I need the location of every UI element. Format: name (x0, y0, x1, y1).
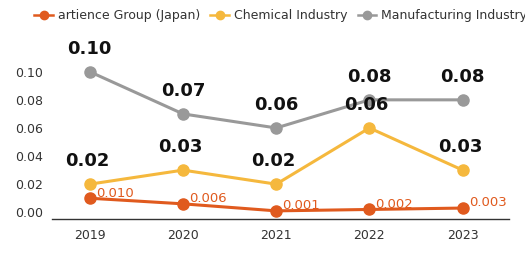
Chemical Industry (273, 183, 279, 186)
Text: 0.003: 0.003 (469, 196, 507, 209)
artience Group (Japan) (180, 202, 186, 205)
Manufacturing Industry (366, 98, 373, 101)
Line: artience Group (Japan): artience Group (Japan) (84, 193, 468, 216)
Manufacturing Industry (87, 70, 93, 73)
Chemical Industry (180, 168, 186, 172)
Legend: artience Group (Japan), Chemical Industry, Manufacturing Industry: artience Group (Japan), Chemical Industr… (29, 4, 525, 27)
Text: 0.03: 0.03 (158, 138, 203, 156)
Text: 0.02: 0.02 (65, 152, 109, 170)
Text: 0.08: 0.08 (347, 68, 392, 86)
Chemical Industry (87, 183, 93, 186)
Text: 0.03: 0.03 (438, 138, 482, 156)
Manufacturing Industry (273, 126, 279, 130)
Text: 0.010: 0.010 (96, 187, 134, 200)
Text: 0.002: 0.002 (375, 198, 413, 211)
Chemical Industry (459, 168, 466, 172)
Manufacturing Industry (459, 98, 466, 101)
Text: 0.07: 0.07 (161, 82, 205, 100)
Manufacturing Industry (180, 112, 186, 115)
Text: 0.06: 0.06 (344, 96, 389, 114)
Text: 0.08: 0.08 (440, 68, 485, 86)
Text: 0.02: 0.02 (251, 152, 296, 170)
artience Group (Japan) (273, 209, 279, 212)
Text: 0.06: 0.06 (254, 96, 298, 114)
Text: 0.001: 0.001 (282, 199, 320, 212)
Text: 0.006: 0.006 (189, 192, 227, 205)
artience Group (Japan) (87, 197, 93, 200)
Text: 0.10: 0.10 (68, 40, 112, 58)
Line: Manufacturing Industry: Manufacturing Industry (84, 66, 468, 133)
Line: Chemical Industry: Chemical Industry (84, 122, 468, 190)
artience Group (Japan) (366, 208, 373, 211)
Chemical Industry (366, 126, 373, 130)
artience Group (Japan) (459, 206, 466, 209)
